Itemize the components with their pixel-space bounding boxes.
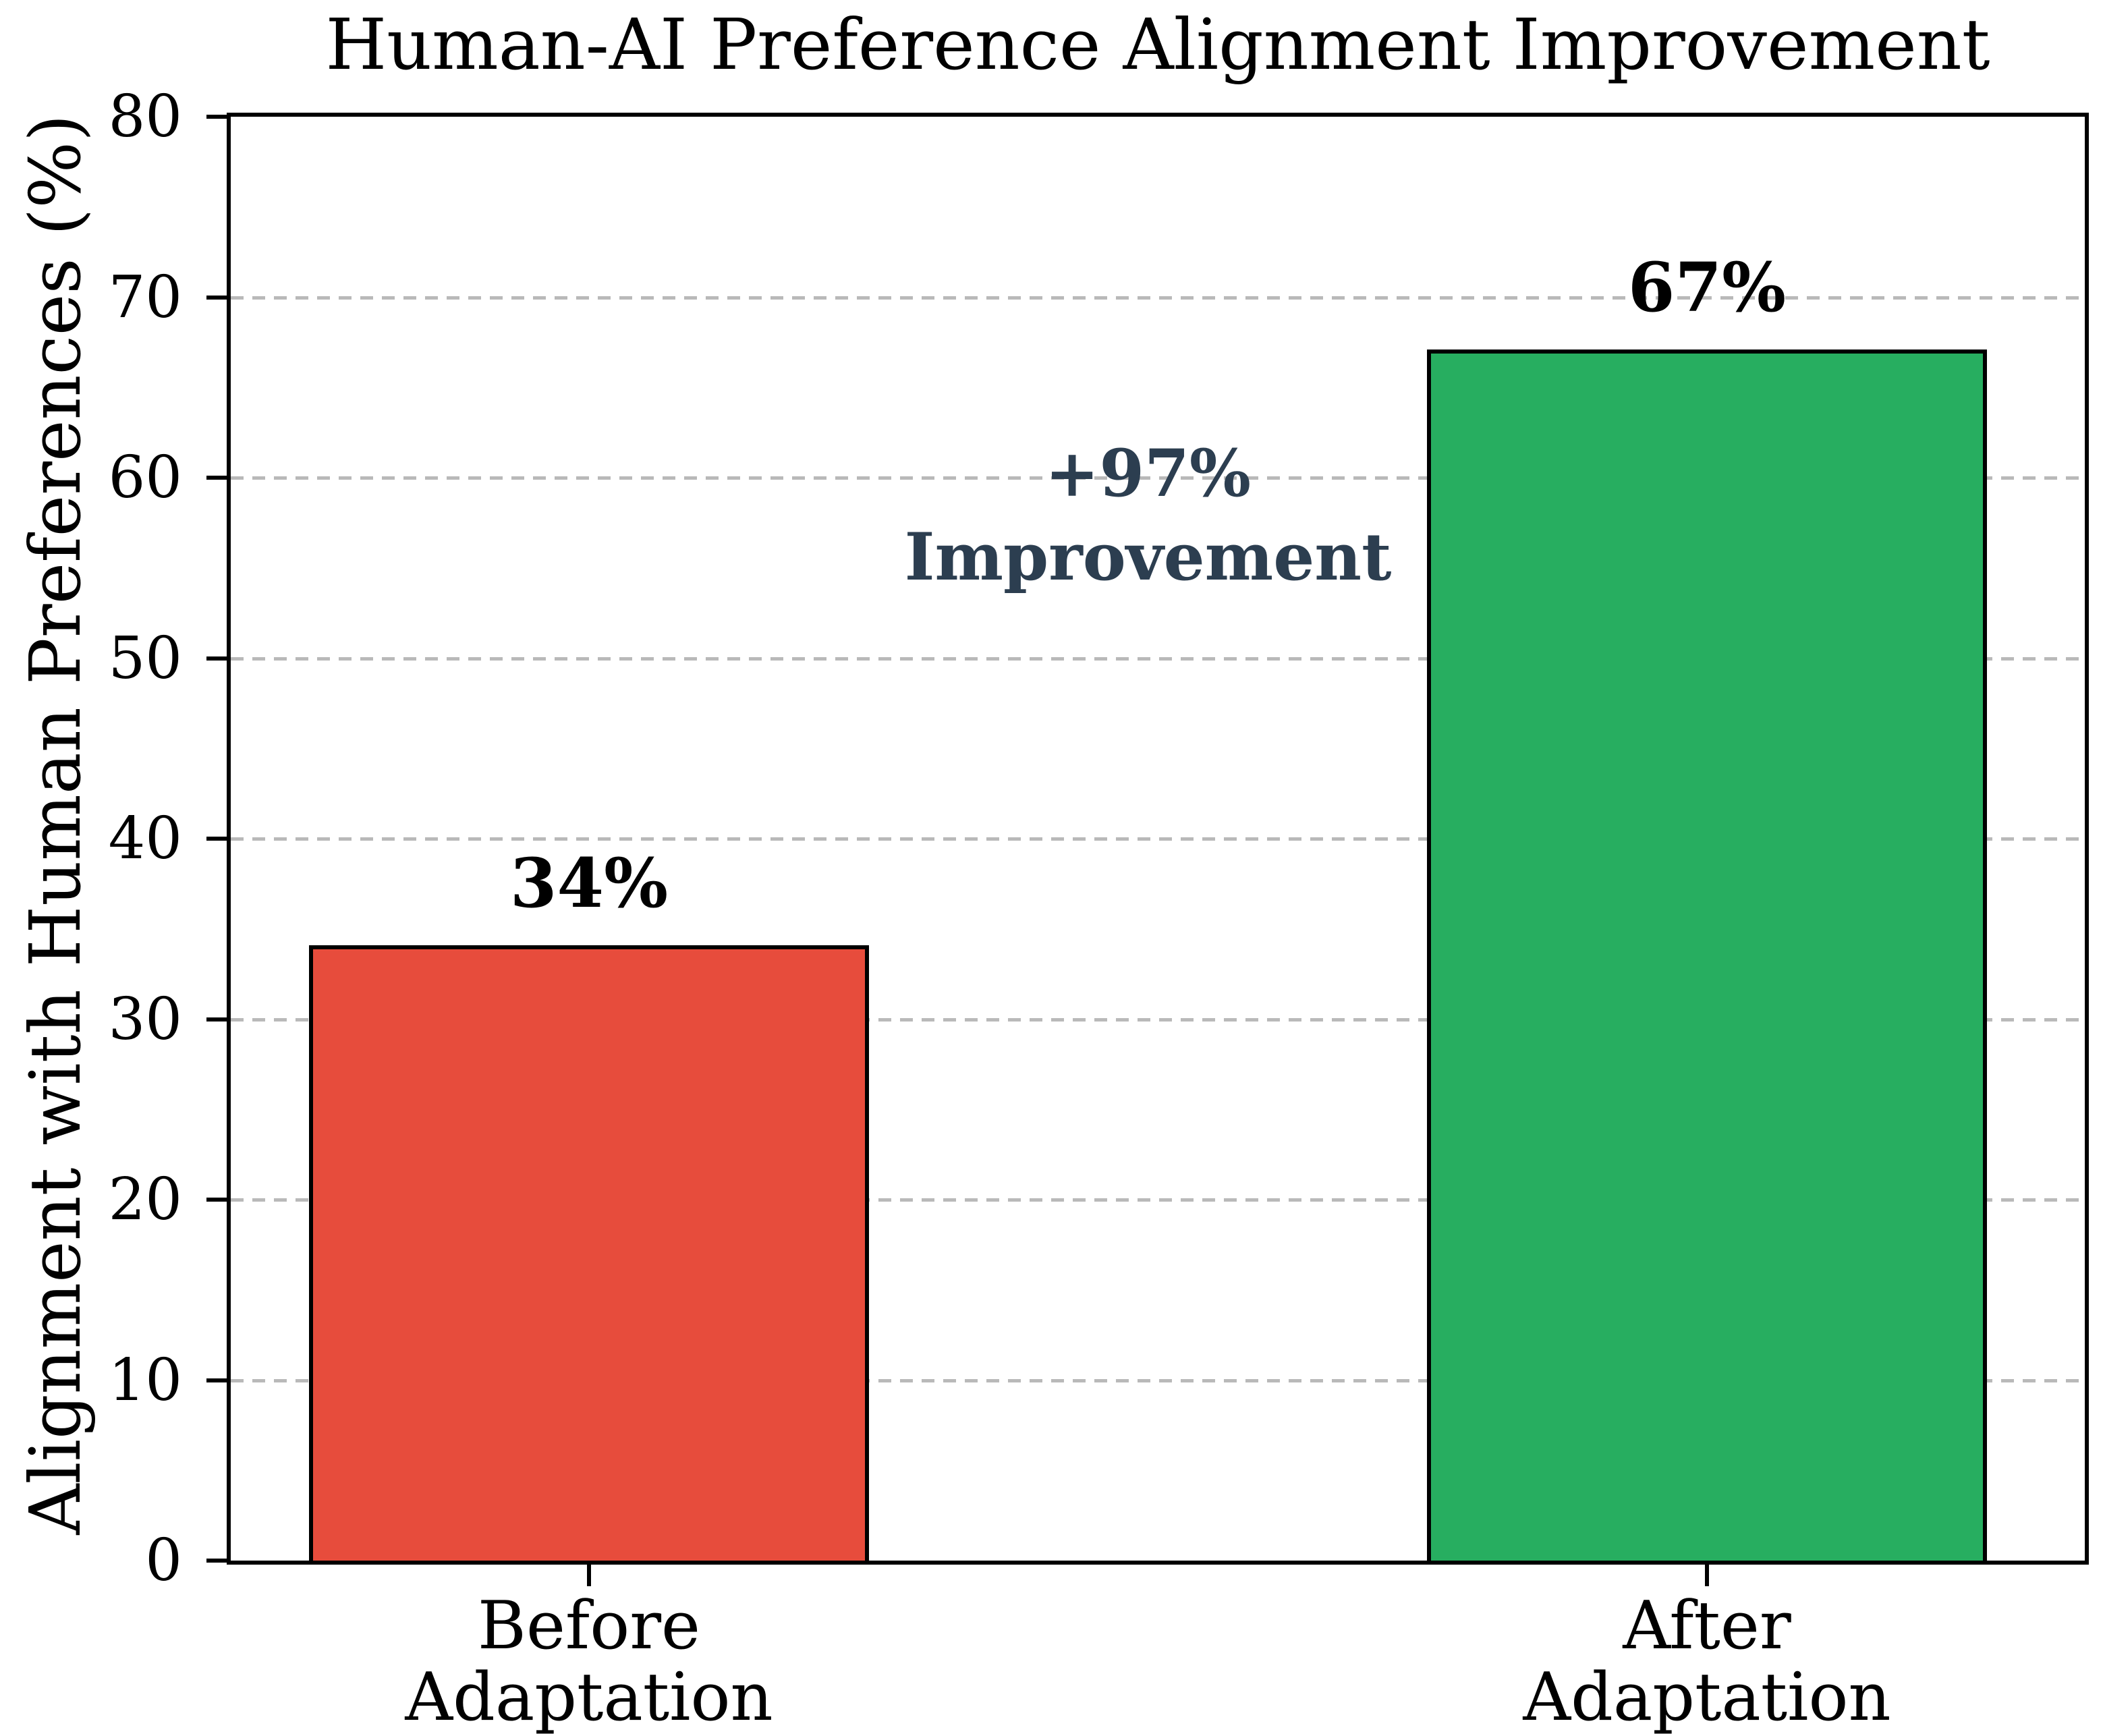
y-tick-label-20: 20 [108, 1166, 182, 1233]
x-tick-mark-before-adaptation [587, 1565, 591, 1586]
y-tick-label-70: 70 [108, 263, 182, 331]
gridline-y-70 [231, 296, 2085, 300]
gridline-y-20 [231, 1198, 2085, 1202]
y-tick-mark-50 [206, 656, 231, 661]
y-tick-mark-70 [206, 295, 231, 300]
improvement-annotation: +97% Improvement [676, 432, 1621, 599]
y-tick-mark-60 [206, 476, 231, 480]
y-tick-mark-0 [206, 1559, 231, 1563]
y-tick-mark-80 [206, 115, 231, 119]
y-tick-mark-40 [206, 837, 231, 841]
plot-area: 34% 67% +97% Improvement [227, 113, 2089, 1565]
y-tick-label-40: 40 [108, 805, 182, 872]
y-tick-mark-30 [206, 1017, 231, 1021]
x-tick-label-line: Before [477, 1588, 701, 1664]
bar-value-label-after-adaptation: 67% [1627, 247, 1787, 327]
chart-title: Human-AI Preference Alignment Improvemen… [325, 3, 1990, 86]
x-tick-label-line: Adaptation [1523, 1659, 1891, 1736]
bar-after-adaptation [1427, 349, 1987, 1565]
bar-before-adaptation [309, 945, 869, 1565]
gridline-y-60 [231, 476, 2085, 480]
improvement-annotation-line-2: Improvement [904, 519, 1392, 595]
y-tick-mark-10 [206, 1378, 231, 1382]
improvement-annotation-line-1: +97% [1044, 435, 1252, 511]
gridline-y-10 [231, 1378, 2085, 1382]
y-tick-mark-20 [206, 1198, 231, 1202]
y-tick-label-50: 50 [108, 624, 182, 692]
x-tick-label-line: After [1623, 1588, 1791, 1664]
y-tick-label-60: 60 [108, 444, 182, 511]
x-tick-label-after-adaptation: After Adaptation [1268, 1590, 2103, 1733]
y-tick-label-80: 80 [108, 83, 182, 150]
gridline-y-40 [231, 837, 2085, 841]
y-tick-label-30: 30 [108, 985, 182, 1053]
gridline-y-50 [231, 656, 2085, 661]
gridline-y-30 [231, 1017, 2085, 1021]
y-tick-label-0: 0 [145, 1527, 182, 1594]
x-tick-mark-after-adaptation [1705, 1565, 1709, 1586]
bar-value-label-before-adaptation: 34% [509, 843, 669, 923]
x-tick-label-before-adaptation: Before Adaptation [150, 1590, 1028, 1733]
x-tick-label-line: Adaptation [405, 1659, 773, 1736]
y-tick-label-10: 10 [108, 1346, 182, 1414]
